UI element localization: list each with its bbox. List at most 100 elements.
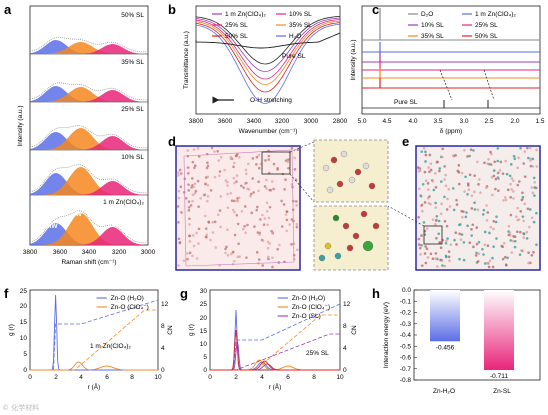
md-atom bbox=[177, 264, 180, 267]
md-atom bbox=[434, 219, 438, 222]
md-atom bbox=[287, 166, 290, 170]
molecule-atom bbox=[352, 232, 360, 240]
panel-d-md-box bbox=[175, 141, 315, 271]
md-atom bbox=[525, 230, 529, 234]
md-atom bbox=[533, 194, 536, 197]
md-atom bbox=[232, 176, 236, 180]
h-ytick-label: 0.0 bbox=[402, 287, 411, 294]
md-atom bbox=[191, 200, 194, 203]
md-atom bbox=[479, 191, 482, 194]
md-atom bbox=[444, 173, 447, 177]
md-atom bbox=[502, 241, 506, 245]
md-atom bbox=[531, 157, 535, 161]
md-atom bbox=[483, 230, 487, 234]
md-atom bbox=[193, 166, 196, 170]
molecule-atom bbox=[368, 182, 376, 190]
legend-entry: Zn-O (SL) bbox=[292, 313, 321, 320]
md-atom bbox=[441, 147, 444, 151]
md-atom bbox=[483, 161, 486, 165]
g-y2label: CN bbox=[351, 325, 358, 335]
md-atom bbox=[443, 264, 447, 268]
sample-label-50: 50% SL bbox=[121, 12, 144, 19]
md-atom bbox=[507, 224, 511, 228]
panel-b-ftir: 1 m Zn(ClO₄)₂ 10% SL 25% SL 35% SL 50% SL H₂O… bbox=[183, 5, 348, 135]
md-atom bbox=[268, 188, 271, 192]
md-atom bbox=[436, 265, 439, 268]
md-atom bbox=[438, 167, 442, 170]
md-atom bbox=[197, 227, 201, 231]
md-atom bbox=[434, 206, 438, 209]
c-annot-pure: Pure SL bbox=[394, 99, 418, 106]
md-atom bbox=[420, 150, 424, 153]
legend-entry: 1 m Zn(ClO₄)₂ bbox=[225, 11, 266, 18]
panel-g-rdf: Zn-O (H₂O) Zn-O (ClO₄⁻) Zn-O (SL) 25% SL 0… bbox=[188, 288, 358, 391]
md-atom bbox=[206, 164, 210, 168]
molecule-atom bbox=[348, 176, 356, 184]
md-atom bbox=[496, 147, 500, 150]
legend-entry: 25% SL bbox=[225, 22, 248, 29]
md-atom bbox=[535, 148, 538, 152]
md-atom bbox=[470, 228, 473, 231]
md-atom bbox=[423, 201, 427, 204]
legend-entry: 35% SL bbox=[421, 33, 444, 40]
md-atom bbox=[448, 205, 452, 208]
md-atom bbox=[186, 154, 190, 158]
md-atom bbox=[211, 231, 215, 234]
md-atom bbox=[246, 223, 249, 227]
md-atom bbox=[286, 158, 290, 161]
md-atom bbox=[455, 203, 459, 206]
md-atom bbox=[477, 252, 481, 255]
g-y2tick-0: 0 bbox=[343, 367, 347, 374]
energy-bar bbox=[484, 290, 514, 370]
bar-value-label: -0.456 bbox=[436, 344, 455, 351]
md-atom bbox=[207, 221, 211, 224]
md-atom bbox=[458, 223, 461, 227]
md-atom bbox=[464, 175, 467, 179]
md-atom bbox=[295, 204, 298, 207]
md-atom bbox=[463, 148, 466, 152]
g-ytick-0: 0 bbox=[203, 367, 207, 374]
md-atom bbox=[443, 220, 447, 223]
molecule-atom bbox=[360, 210, 368, 218]
md-atom bbox=[530, 186, 534, 189]
h-ytick-label: -0.7 bbox=[400, 366, 412, 373]
c-xtick-2: 4.0 bbox=[408, 118, 417, 125]
g-xtick-3: 6 bbox=[286, 374, 290, 381]
legend-entry: 50% SL bbox=[225, 33, 248, 40]
panel-f-rdf: Zn-O (H₂O) Zn-O (ClO₄⁻) 1 m Zn(ClO₄)₂ 0 2… bbox=[8, 288, 174, 391]
md-atom bbox=[226, 192, 230, 196]
md-atom bbox=[472, 149, 475, 152]
md-atom bbox=[232, 161, 236, 165]
md-atom bbox=[506, 256, 509, 260]
md-atom bbox=[267, 158, 271, 161]
md-atom bbox=[204, 176, 208, 179]
md-atom bbox=[235, 180, 238, 183]
md-atom bbox=[494, 220, 498, 224]
md-atom bbox=[508, 174, 512, 178]
md-atom bbox=[492, 227, 495, 231]
md-atom bbox=[490, 175, 494, 179]
md-atom bbox=[199, 197, 202, 200]
md-atom bbox=[191, 193, 195, 197]
bar-value-label: -0.711 bbox=[490, 373, 508, 380]
md-atom bbox=[417, 237, 421, 241]
md-atom bbox=[511, 179, 515, 182]
md-atom bbox=[528, 225, 531, 229]
molecule-atom bbox=[362, 240, 374, 252]
md-atom bbox=[293, 156, 296, 160]
h-ylabel: Interaction energy (eV) bbox=[383, 302, 390, 368]
g-xtick-0: 0 bbox=[208, 374, 212, 381]
a-xtick-4: 3000 bbox=[141, 249, 156, 256]
md-atom bbox=[494, 187, 497, 191]
md-atom bbox=[445, 208, 449, 211]
md-atom bbox=[296, 248, 299, 252]
md-atom bbox=[428, 153, 432, 157]
a-xlabel: Raman shift (cm⁻¹) bbox=[61, 259, 116, 266]
md-atom bbox=[236, 199, 239, 203]
md-atom bbox=[256, 205, 259, 209]
md-atom bbox=[209, 189, 213, 192]
md-atom bbox=[278, 243, 281, 247]
md-atom bbox=[265, 178, 268, 182]
raman-peak bbox=[30, 136, 148, 150]
g-sample: 25% SL bbox=[306, 350, 329, 357]
